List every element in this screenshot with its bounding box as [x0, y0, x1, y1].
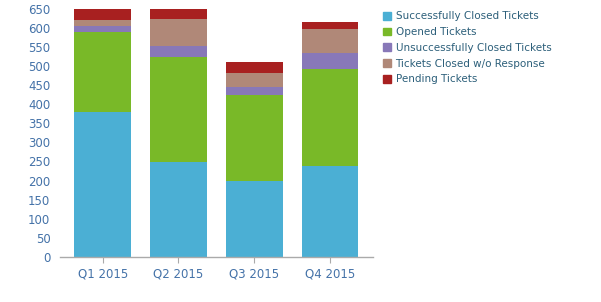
Bar	[226, 181, 282, 257]
Bar	[75, 32, 131, 112]
Bar	[302, 166, 358, 257]
Bar	[75, 26, 131, 32]
Bar	[226, 95, 282, 181]
Bar	[75, 21, 131, 26]
Bar	[75, 112, 131, 257]
Bar	[150, 57, 207, 162]
Bar	[302, 29, 358, 53]
Bar	[150, 46, 207, 57]
Bar	[226, 87, 282, 95]
Bar	[226, 73, 282, 87]
Bar	[150, 162, 207, 257]
Bar	[226, 62, 282, 73]
Legend: Successfully Closed Tickets, Opened Tickets, Unsuccessfully Closed Tickets, Tick: Successfully Closed Tickets, Opened Tick…	[381, 9, 554, 86]
Bar	[302, 53, 358, 69]
Bar	[302, 69, 358, 166]
Bar	[150, 8, 207, 19]
Bar	[150, 19, 207, 46]
Bar	[302, 22, 358, 29]
Bar	[75, 5, 131, 21]
